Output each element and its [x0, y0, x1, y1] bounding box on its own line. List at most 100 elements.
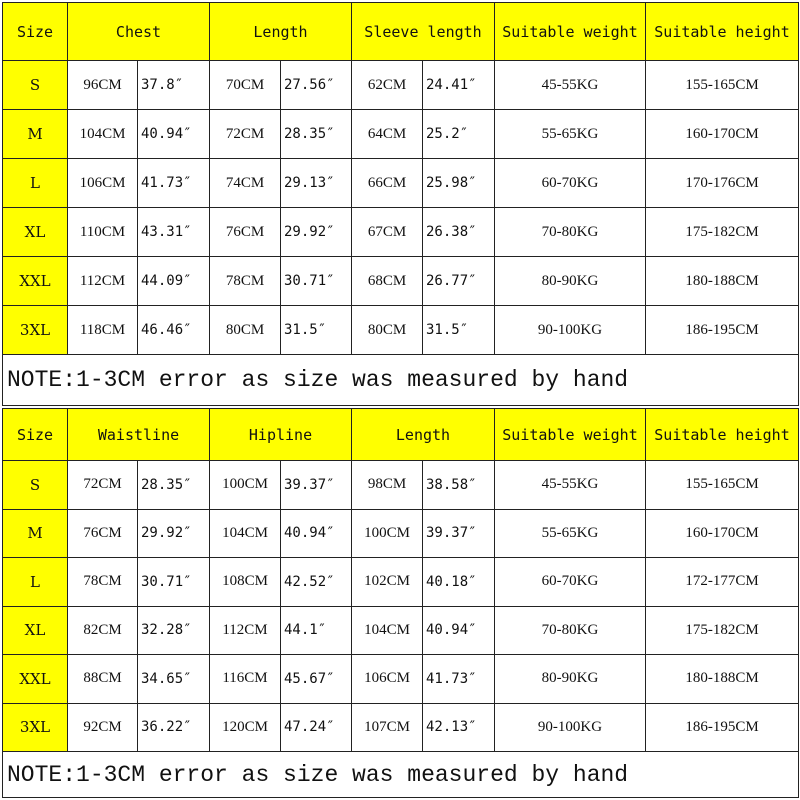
- size-cell: M: [2, 109, 68, 159]
- table-row: 3XL 118CM 46.46″ 80CM 31.5″ 80CM 31.5″ 90-100KG…: [2, 305, 799, 355]
- value-cell: 39.37″: [280, 460, 352, 510]
- value-cell: 38.58″: [422, 460, 495, 510]
- value-cell: 160-170CM: [645, 109, 799, 159]
- value-cell: 45-55KG: [494, 460, 646, 510]
- value-cell: 40.94″: [137, 109, 210, 159]
- value-cell: 175-182CM: [645, 207, 799, 257]
- size-cell: L: [2, 158, 68, 208]
- value-cell: 120CM: [209, 702, 281, 752]
- value-cell: 112CM: [209, 605, 281, 655]
- value-cell: 40.94″: [280, 508, 352, 558]
- table-row: XL 110CM 43.31″ 76CM 29.92″ 67CM 26.38″ 70-80KG…: [2, 207, 799, 257]
- table-row: S 72CM 28.35″ 100CM 39.37″ 98CM 38.58″ 45-55KG 1…: [2, 460, 799, 510]
- value-cell: 186-195CM: [645, 305, 799, 355]
- note-row: NOTE:1-3CM error as size was measured by…: [2, 354, 799, 406]
- tops-size-chart: Size Chest Length Sleeve length Suitable wei…: [2, 2, 799, 406]
- value-cell: 98CM: [351, 460, 423, 510]
- value-cell: 27.56″: [280, 60, 352, 110]
- table-row: XL 82CM 32.28″ 112CM 44.1″ 104CM 40.94″ 70-80KG…: [2, 605, 799, 655]
- header-row: Size Chest Length Sleeve length Suitable wei…: [2, 2, 799, 61]
- column-header: Hipline: [209, 408, 352, 461]
- size-cell: M: [2, 508, 68, 558]
- value-cell: 28.35″: [280, 109, 352, 159]
- value-cell: 155-165CM: [645, 60, 799, 110]
- value-cell: 102CM: [351, 557, 423, 607]
- value-cell: 40.94″: [422, 605, 495, 655]
- value-cell: 104CM: [351, 605, 423, 655]
- note-text: NOTE:1-3CM error as size was measured by…: [2, 354, 799, 406]
- value-cell: 43.31″: [137, 207, 210, 257]
- value-cell: 60-70KG: [494, 557, 646, 607]
- value-cell: 36.22″: [137, 702, 210, 752]
- value-cell: 31.5″: [422, 305, 495, 355]
- value-cell: 62CM: [351, 60, 423, 110]
- value-cell: 104CM: [67, 109, 138, 159]
- value-cell: 55-65KG: [494, 508, 646, 558]
- table-row: S 96CM 37.8″ 70CM 27.56″ 62CM 24.41″ 45-55KG 155…: [2, 60, 799, 110]
- value-cell: 44.1″: [280, 605, 352, 655]
- value-cell: 74CM: [209, 158, 281, 208]
- value-cell: 180-188CM: [645, 654, 799, 704]
- value-cell: 70-80KG: [494, 207, 646, 257]
- size-cell: 3XL: [2, 305, 68, 355]
- value-cell: 45-55KG: [494, 60, 646, 110]
- value-cell: 40.18″: [422, 557, 495, 607]
- value-cell: 31.5″: [280, 305, 352, 355]
- value-cell: 66CM: [351, 158, 423, 208]
- value-cell: 39.37″: [422, 508, 495, 558]
- value-cell: 26.77″: [422, 256, 495, 306]
- size-cell: S: [2, 460, 68, 510]
- size-cell: XXL: [2, 654, 68, 704]
- size-cell: XL: [2, 207, 68, 257]
- table-row: M 104CM 40.94″ 72CM 28.35″ 64CM 25.2″ 55-65KG 16…: [2, 109, 799, 159]
- column-header: Chest: [67, 2, 210, 61]
- value-cell: 60-70KG: [494, 158, 646, 208]
- value-cell: 24.41″: [422, 60, 495, 110]
- value-cell: 100CM: [351, 508, 423, 558]
- value-cell: 90-100KG: [494, 702, 646, 752]
- value-cell: 29.92″: [280, 207, 352, 257]
- value-cell: 100CM: [209, 460, 281, 510]
- note-text: NOTE:1-3CM error as size was measured by…: [2, 751, 799, 798]
- size-cell: 3XL: [2, 702, 68, 752]
- size-cell: XXL: [2, 256, 68, 306]
- value-cell: 68CM: [351, 256, 423, 306]
- value-cell: 180-188CM: [645, 256, 799, 306]
- value-cell: 47.24″: [280, 702, 352, 752]
- value-cell: 186-195CM: [645, 702, 799, 752]
- value-cell: 106CM: [351, 654, 423, 704]
- value-cell: 70-80KG: [494, 605, 646, 655]
- value-cell: 112CM: [67, 256, 138, 306]
- value-cell: 30.71″: [137, 557, 210, 607]
- value-cell: 37.8″: [137, 60, 210, 110]
- size-cell: L: [2, 557, 68, 607]
- value-cell: 72CM: [67, 460, 138, 510]
- value-cell: 30.71″: [280, 256, 352, 306]
- value-cell: 42.52″: [280, 557, 352, 607]
- value-cell: 34.65″: [137, 654, 210, 704]
- value-cell: 104CM: [209, 508, 281, 558]
- value-cell: 78CM: [209, 256, 281, 306]
- value-cell: 80-90KG: [494, 654, 646, 704]
- value-cell: 29.92″: [137, 508, 210, 558]
- column-header: Length: [209, 2, 352, 61]
- column-header: Suitable height: [645, 2, 799, 61]
- size-cell: S: [2, 60, 68, 110]
- table-row: L 78CM 30.71″ 108CM 42.52″ 102CM 40.18″ 60-70KG…: [2, 557, 799, 607]
- value-cell: 80CM: [209, 305, 281, 355]
- value-cell: 41.73″: [137, 158, 210, 208]
- value-cell: 25.2″: [422, 109, 495, 159]
- bottoms-size-chart: Size Waistline Hipline Length Suitable weigh…: [2, 408, 799, 798]
- value-cell: 72CM: [209, 109, 281, 159]
- value-cell: 108CM: [209, 557, 281, 607]
- value-cell: 96CM: [67, 60, 138, 110]
- table-row: XXL 112CM 44.09″ 78CM 30.71″ 68CM 26.77″ 80-90K…: [2, 256, 799, 306]
- column-header: Size: [2, 408, 68, 461]
- value-cell: 110CM: [67, 207, 138, 257]
- value-cell: 32.28″: [137, 605, 210, 655]
- value-cell: 26.38″: [422, 207, 495, 257]
- column-header: Size: [2, 2, 68, 61]
- value-cell: 170-176CM: [645, 158, 799, 208]
- table-row: L 106CM 41.73″ 74CM 29.13″ 66CM 25.98″ 60-70KG 1…: [2, 158, 799, 208]
- column-header: Sleeve length: [351, 2, 495, 61]
